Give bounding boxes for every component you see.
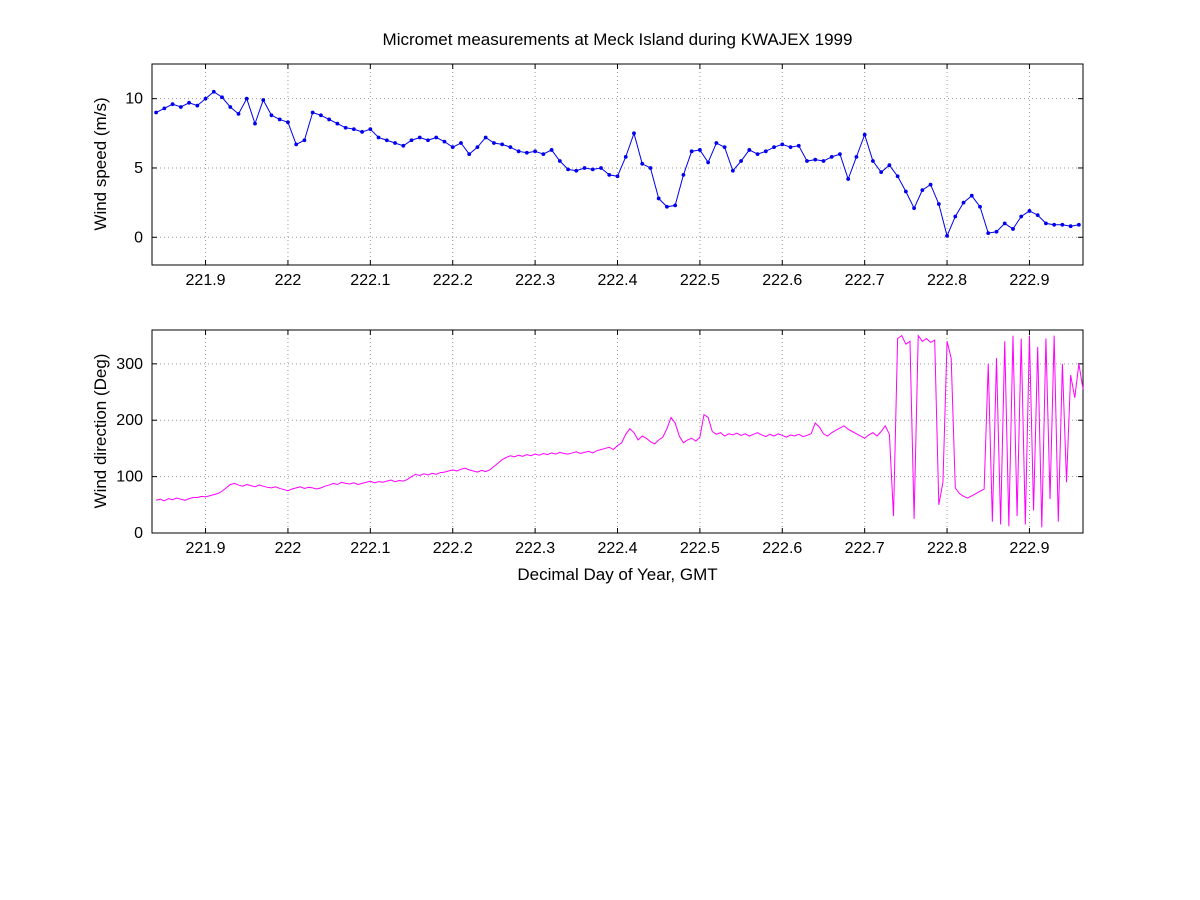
wind-speed-y-axis-label: Wind speed (m/s) bbox=[91, 97, 110, 231]
svg-text:222: 222 bbox=[275, 540, 302, 557]
svg-text:222.9: 222.9 bbox=[1009, 540, 1049, 557]
svg-text:0: 0 bbox=[134, 525, 143, 542]
svg-text:10: 10 bbox=[125, 91, 143, 108]
svg-text:222.2: 222.2 bbox=[433, 272, 473, 289]
svg-text:200: 200 bbox=[116, 412, 143, 429]
wind-speed-plot: 221.9 222 222.1 222.2 222.3 222.4 222.5 222.6 22… bbox=[125, 63, 1084, 289]
svg-text:222.3: 222.3 bbox=[515, 272, 555, 289]
svg-text:222.7: 222.7 bbox=[845, 272, 885, 289]
svg-text:222.4: 222.4 bbox=[597, 272, 637, 289]
svg-text:222.1: 222.1 bbox=[350, 272, 390, 289]
svg-text:100: 100 bbox=[116, 469, 143, 486]
svg-text:222.4: 222.4 bbox=[597, 540, 637, 557]
svg-text:222.7: 222.7 bbox=[845, 540, 885, 557]
wind-direction-y-axis-label: Wind direction (Deg) bbox=[91, 353, 110, 509]
svg-text:222.1: 222.1 bbox=[350, 540, 390, 557]
svg-text:300: 300 bbox=[116, 356, 143, 373]
svg-text:222.8: 222.8 bbox=[927, 272, 967, 289]
svg-text:0: 0 bbox=[134, 229, 143, 246]
wind-direction-axes: 221.9 222 222.1 222.2 222.3 222.4 222.5 222.6 22… bbox=[116, 329, 1084, 557]
svg-text:222: 222 bbox=[275, 272, 302, 289]
wind-direction-plot: 221.9 222 222.1 222.2 222.3 222.4 222.5 222.6 22… bbox=[116, 329, 1084, 557]
svg-text:221.9: 221.9 bbox=[186, 272, 226, 289]
svg-text:222.9: 222.9 bbox=[1009, 272, 1049, 289]
svg-text:222.6: 222.6 bbox=[762, 272, 802, 289]
svg-text:222.3: 222.3 bbox=[515, 540, 555, 557]
svg-text:222.5: 222.5 bbox=[680, 540, 720, 557]
wind-speed-axes: 221.9 222 222.1 222.2 222.3 222.4 222.5 222.6 22… bbox=[125, 63, 1084, 289]
svg-text:222.8: 222.8 bbox=[927, 540, 967, 557]
svg-text:221.9: 221.9 bbox=[186, 540, 226, 557]
svg-text:5: 5 bbox=[134, 160, 143, 177]
svg-text:222.6: 222.6 bbox=[762, 540, 802, 557]
svg-text:222.5: 222.5 bbox=[680, 272, 720, 289]
chart-title: Micromet measurements at Meck Island dur… bbox=[382, 30, 853, 49]
x-axis-label: Decimal Day of Year, GMT bbox=[517, 565, 718, 584]
svg-text:222.2: 222.2 bbox=[433, 540, 473, 557]
